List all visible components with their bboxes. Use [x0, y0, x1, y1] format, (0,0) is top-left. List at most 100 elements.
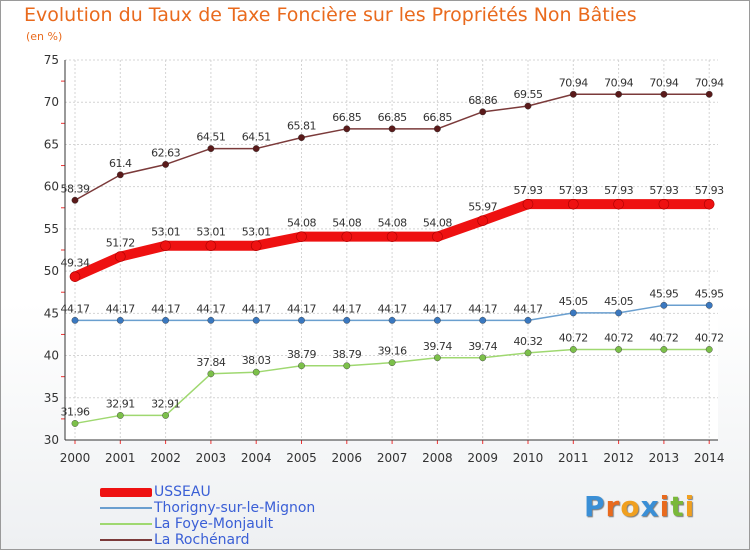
data-label: 38.79	[332, 348, 361, 361]
data-point	[298, 316, 305, 324]
data-label: 40.32	[514, 335, 543, 348]
data-point	[479, 108, 487, 116]
data-label: 64.51	[242, 131, 271, 144]
data-label: 53.01	[196, 226, 225, 239]
data-point	[116, 171, 124, 179]
data-point	[343, 125, 351, 133]
data-label: 66.85	[423, 111, 452, 124]
data-label: 54.08	[287, 217, 316, 230]
data-label: 40.72	[604, 331, 633, 344]
x-tick-label: 2002	[150, 451, 181, 465]
data-label: 32.91	[106, 397, 135, 410]
data-label: 32.91	[151, 397, 180, 410]
data-label: 64.51	[196, 131, 225, 144]
x-tick-label: 2003	[196, 451, 227, 465]
data-label: 57.93	[604, 184, 633, 197]
logo-letter: i	[684, 490, 696, 523]
data-point	[615, 309, 622, 317]
data-point	[207, 316, 215, 324]
data-point	[343, 362, 351, 370]
data-point	[703, 198, 715, 210]
data-point	[567, 198, 579, 210]
data-point	[116, 316, 124, 324]
data-label: 45.05	[559, 295, 588, 308]
data-point	[660, 301, 668, 309]
data-point	[705, 301, 713, 309]
x-tick-label: 2005	[286, 451, 317, 465]
data-label: 70.94	[559, 76, 588, 89]
logo-letter: P	[584, 490, 606, 523]
y-tick-label: 60	[44, 180, 59, 194]
data-point	[160, 240, 171, 251]
data-point	[569, 346, 577, 353]
data-label: 44.17	[196, 302, 225, 315]
data-point	[71, 196, 79, 204]
data-label: 38.79	[287, 348, 316, 361]
x-tick-label: 2006	[332, 451, 363, 465]
x-tick-label: 2001	[105, 451, 136, 465]
data-point	[658, 198, 670, 210]
data-point	[205, 240, 217, 251]
data-label: 61.4	[109, 157, 132, 170]
data-label: 40.72	[695, 331, 724, 344]
data-label: 53.01	[151, 226, 180, 239]
y-tick-label: 70	[44, 95, 59, 109]
data-label: 37.84	[196, 356, 225, 369]
logo-letter: x	[640, 490, 660, 523]
legend-swatch-rochenard	[100, 539, 152, 541]
data-point	[388, 359, 396, 367]
data-point	[162, 412, 170, 419]
data-point	[477, 215, 489, 226]
data-point	[388, 316, 396, 324]
data-label: 62.63	[151, 146, 180, 159]
data-point	[524, 102, 532, 110]
chart-subtitle: (en %)	[26, 30, 63, 43]
data-point	[522, 198, 534, 210]
data-point	[569, 90, 577, 98]
legend-swatch-usseau	[100, 488, 152, 497]
data-label: 44.17	[106, 302, 135, 315]
data-point	[207, 145, 215, 152]
data-point	[341, 231, 353, 242]
data-label: 44.17	[468, 302, 497, 315]
data-point	[298, 134, 305, 142]
data-label: 66.85	[378, 111, 407, 124]
data-label: 57.93	[514, 184, 543, 197]
data-label: 54.08	[378, 217, 407, 230]
data-point	[705, 346, 713, 353]
logo-letter: r	[605, 490, 621, 523]
y-tick-label: 30	[44, 433, 59, 447]
data-point	[615, 346, 622, 353]
x-tick-label: 2009	[467, 451, 498, 465]
data-point	[615, 90, 622, 98]
y-tick-label: 65	[44, 137, 59, 151]
data-label: 45.95	[649, 287, 678, 300]
data-label: 39.16	[378, 345, 407, 358]
data-point	[69, 271, 81, 282]
data-label: 44.17	[287, 302, 316, 315]
proxiti-logo: Proxiti	[584, 490, 695, 523]
data-label: 39.74	[468, 340, 497, 353]
data-point	[479, 354, 487, 362]
data-point	[660, 90, 668, 98]
data-label: 45.95	[695, 287, 724, 300]
legend-swatch-thorigny	[100, 507, 152, 509]
data-label: 44.17	[423, 302, 452, 315]
data-label: 45.05	[604, 295, 633, 308]
data-label: 44.17	[514, 302, 543, 315]
x-tick-label: 2011	[558, 451, 589, 465]
data-point	[479, 316, 487, 324]
data-point	[252, 368, 260, 376]
data-label: 44.17	[332, 302, 361, 315]
data-point	[433, 316, 441, 324]
data-point	[162, 161, 170, 168]
data-label: 57.93	[649, 184, 678, 197]
data-point	[250, 240, 262, 251]
data-label: 53.01	[242, 226, 271, 239]
data-label: 51.72	[106, 237, 135, 250]
data-label: 31.96	[61, 405, 90, 418]
x-tick-label: 2008	[422, 451, 453, 465]
chart-title: Evolution du Taux de Taxe Foncière sur l…	[24, 4, 637, 26]
data-point	[524, 316, 532, 324]
